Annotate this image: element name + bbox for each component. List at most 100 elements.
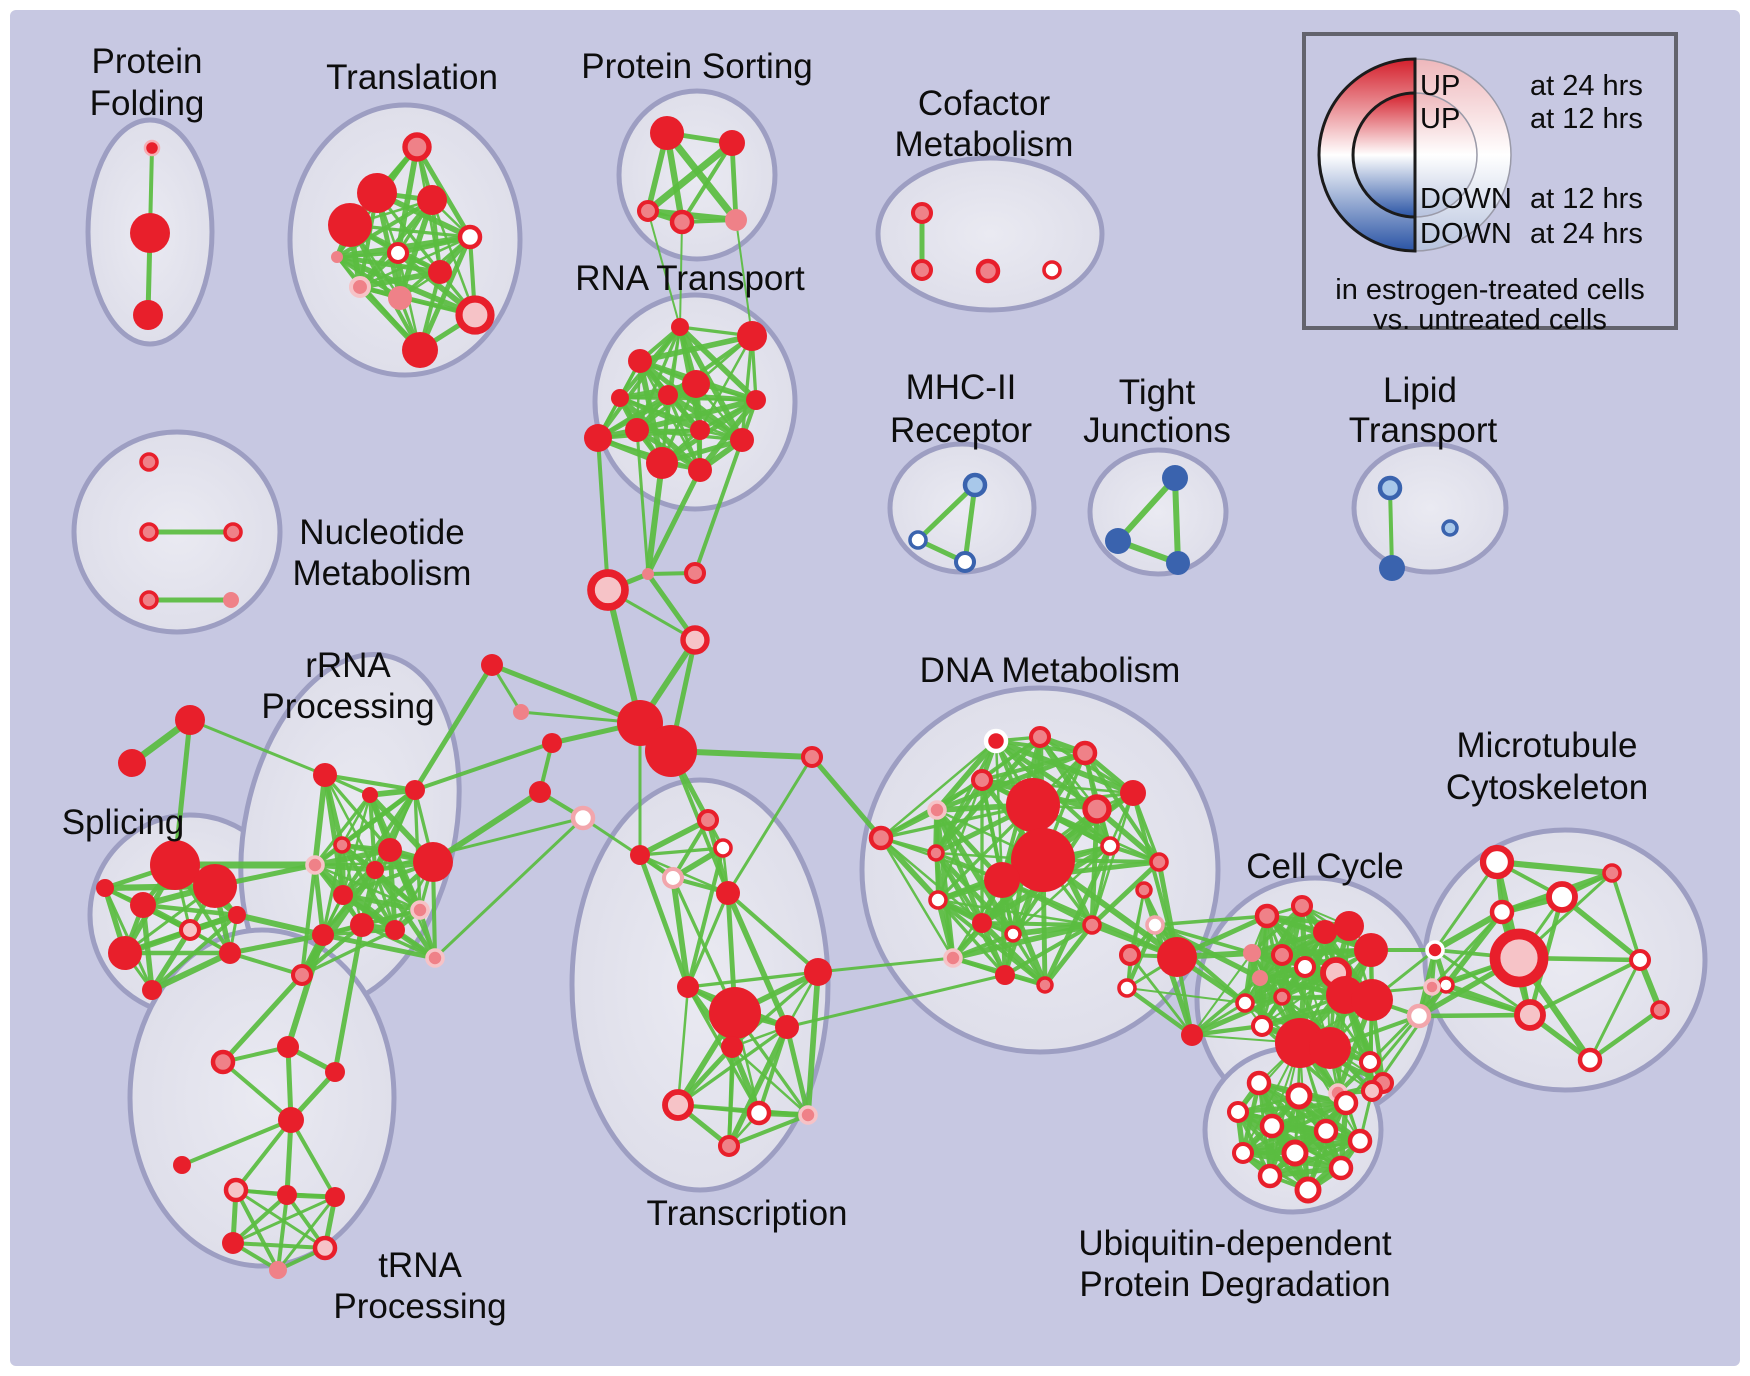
node-rr-10[interactable] bbox=[312, 924, 334, 946]
node-cc-6[interactable] bbox=[1270, 943, 1294, 967]
node-br-2[interactable] bbox=[642, 568, 654, 580]
node-sp-7[interactable] bbox=[96, 879, 114, 897]
node-dn-9[interactable] bbox=[1120, 780, 1146, 806]
node-tx-12[interactable] bbox=[798, 1105, 818, 1125]
node-dn-10[interactable] bbox=[984, 862, 1020, 898]
node-rr-6[interactable] bbox=[378, 838, 402, 862]
node-br-0[interactable] bbox=[587, 569, 629, 611]
node-tl-7[interactable] bbox=[348, 275, 372, 299]
node-rr-14[interactable] bbox=[290, 963, 314, 987]
node-dn-18[interactable] bbox=[995, 965, 1015, 985]
node-pf-2[interactable] bbox=[133, 300, 163, 330]
node-tr-7[interactable] bbox=[325, 1187, 345, 1207]
node-rr-7[interactable] bbox=[413, 842, 453, 882]
node-cc-25[interactable] bbox=[1181, 1024, 1203, 1046]
node-tl-6[interactable] bbox=[428, 260, 452, 284]
node-tx-1[interactable] bbox=[713, 838, 733, 858]
node-cc-20[interactable] bbox=[1360, 1079, 1384, 1103]
node-dn-19[interactable] bbox=[1036, 976, 1054, 994]
node-sp-2[interactable] bbox=[130, 892, 156, 918]
node-dn-16[interactable] bbox=[1004, 925, 1022, 943]
node-ub-8[interactable] bbox=[1281, 1139, 1309, 1167]
node-cc-22[interactable] bbox=[1145, 915, 1165, 935]
node-dn-13[interactable] bbox=[1149, 852, 1169, 872]
node-rr-9[interactable] bbox=[350, 913, 374, 937]
node-cc-16[interactable] bbox=[1309, 1027, 1351, 1069]
node-tx-4[interactable] bbox=[630, 845, 650, 865]
node-mt-6[interactable] bbox=[1628, 948, 1652, 972]
node-tx-5[interactable] bbox=[677, 976, 699, 998]
node-tr-6[interactable] bbox=[277, 1185, 297, 1205]
node-tl-10[interactable] bbox=[402, 332, 438, 368]
node-ub-2[interactable] bbox=[1333, 1090, 1359, 1116]
node-br-8[interactable] bbox=[570, 805, 596, 831]
node-cf-0[interactable] bbox=[910, 201, 934, 225]
node-rr-12[interactable] bbox=[410, 900, 430, 920]
node-cc-12[interactable] bbox=[1273, 988, 1291, 1006]
node-pf-1[interactable] bbox=[130, 213, 170, 253]
node-ub-7[interactable] bbox=[1231, 1141, 1255, 1165]
node-rt-4[interactable] bbox=[746, 390, 766, 410]
node-dn-11[interactable] bbox=[927, 844, 945, 862]
node-ps-0[interactable] bbox=[650, 116, 684, 150]
node-cc-2[interactable] bbox=[1313, 920, 1337, 944]
node-tl-1[interactable] bbox=[328, 203, 372, 247]
node-rr-11[interactable] bbox=[385, 920, 405, 940]
node-cc-7[interactable] bbox=[1293, 955, 1317, 979]
node-tr-4[interactable] bbox=[173, 1156, 191, 1174]
node-cc-23[interactable] bbox=[1118, 943, 1142, 967]
node-tx-8[interactable] bbox=[775, 1015, 799, 1039]
node-dn-2[interactable] bbox=[1072, 740, 1098, 766]
node-br-5[interactable] bbox=[645, 725, 697, 777]
node-sp-6[interactable] bbox=[219, 942, 241, 964]
node-nu-2[interactable] bbox=[223, 522, 243, 542]
node-ub-4[interactable] bbox=[1259, 1113, 1285, 1139]
node-nu-3[interactable] bbox=[139, 590, 159, 610]
node-cc-3[interactable] bbox=[1334, 911, 1364, 941]
node-dn-17[interactable] bbox=[1082, 915, 1102, 935]
node-cc-1[interactable] bbox=[1290, 894, 1314, 918]
node-mt-8[interactable] bbox=[1577, 1047, 1603, 1073]
node-tl-4[interactable] bbox=[457, 224, 483, 250]
node-rt-1[interactable] bbox=[737, 321, 767, 351]
node-dn-6[interactable] bbox=[1006, 778, 1060, 832]
node-cc-17[interactable] bbox=[1358, 1050, 1382, 1074]
node-cf-2[interactable] bbox=[975, 258, 1001, 284]
node-br-12[interactable] bbox=[175, 705, 205, 735]
node-cc-14[interactable] bbox=[1250, 1014, 1274, 1038]
node-tj-1[interactable] bbox=[1105, 528, 1131, 554]
node-cc-11[interactable] bbox=[1252, 970, 1268, 986]
node-sp-1[interactable] bbox=[193, 864, 237, 908]
node-tx-11[interactable] bbox=[746, 1100, 772, 1126]
node-mt-3[interactable] bbox=[1489, 928, 1549, 988]
node-ps-4[interactable] bbox=[725, 209, 747, 231]
node-mt-5[interactable] bbox=[1514, 999, 1546, 1031]
node-cc-24[interactable] bbox=[1117, 978, 1137, 998]
node-rr-8[interactable] bbox=[333, 885, 353, 905]
node-tl-3[interactable] bbox=[417, 185, 447, 215]
node-dn-8[interactable] bbox=[1082, 794, 1112, 824]
node-dn-12[interactable] bbox=[1100, 836, 1120, 856]
node-tx-6[interactable] bbox=[804, 958, 832, 986]
node-cc-13[interactable] bbox=[1235, 993, 1255, 1013]
node-nu-1[interactable] bbox=[139, 522, 159, 542]
node-dn-7[interactable] bbox=[1011, 828, 1075, 892]
node-rt-3[interactable] bbox=[682, 370, 710, 398]
node-rr-5[interactable] bbox=[366, 861, 384, 879]
node-rr-4[interactable] bbox=[305, 855, 325, 875]
node-rr-13[interactable] bbox=[425, 948, 445, 968]
node-dn-1[interactable] bbox=[1028, 725, 1052, 749]
node-br-6[interactable] bbox=[542, 733, 562, 753]
node-ub-0[interactable] bbox=[1246, 1070, 1272, 1096]
node-tl-8[interactable] bbox=[388, 286, 412, 310]
node-tx-0[interactable] bbox=[696, 808, 720, 832]
node-sp-0[interactable] bbox=[150, 840, 200, 890]
node-lp-2[interactable] bbox=[1441, 519, 1459, 537]
node-dn-15[interactable] bbox=[972, 913, 992, 933]
node-tr-2[interactable] bbox=[325, 1062, 345, 1082]
node-mh-2[interactable] bbox=[953, 550, 977, 574]
node-ps-3[interactable] bbox=[669, 209, 695, 235]
node-rr-1[interactable] bbox=[362, 787, 378, 803]
node-rt-7[interactable] bbox=[584, 424, 612, 452]
node-tx-9[interactable] bbox=[721, 1036, 743, 1058]
